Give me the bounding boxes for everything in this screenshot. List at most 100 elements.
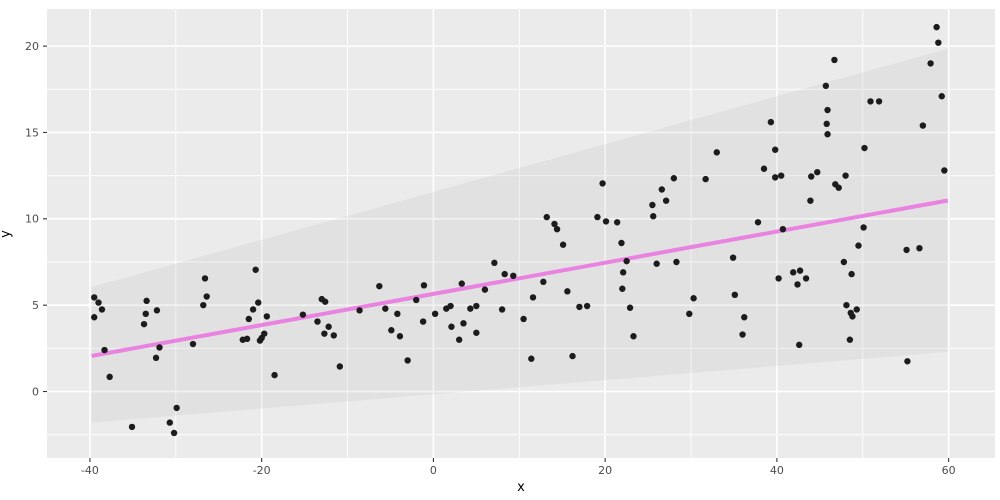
data-point bbox=[473, 302, 480, 310]
panel-background bbox=[47, 9, 995, 458]
data-point bbox=[771, 174, 779, 181]
data-point bbox=[404, 357, 411, 364]
data-point bbox=[91, 294, 98, 301]
data-point bbox=[861, 144, 868, 152]
data-point bbox=[249, 306, 257, 313]
x-tick-label: 0 bbox=[430, 464, 437, 477]
data-point bbox=[619, 285, 626, 292]
data-point bbox=[796, 341, 803, 349]
data-point bbox=[173, 404, 180, 412]
data-point bbox=[767, 118, 775, 126]
data-point bbox=[702, 175, 709, 183]
data-point bbox=[166, 419, 173, 426]
data-point bbox=[814, 168, 821, 176]
data-point bbox=[583, 302, 591, 310]
data-point bbox=[673, 258, 680, 266]
data-point bbox=[128, 423, 136, 431]
data-point bbox=[152, 354, 160, 362]
data-point bbox=[713, 149, 720, 156]
data-point bbox=[613, 219, 621, 226]
data-point bbox=[729, 254, 737, 261]
data-point bbox=[447, 302, 454, 310]
data-point bbox=[576, 303, 583, 311]
data-point bbox=[840, 258, 848, 266]
data-point bbox=[904, 358, 911, 365]
data-point bbox=[170, 429, 178, 437]
data-point bbox=[650, 213, 657, 220]
data-point bbox=[203, 293, 210, 300]
data-point bbox=[564, 288, 571, 295]
data-point bbox=[473, 329, 480, 336]
data-point bbox=[481, 286, 489, 293]
data-point bbox=[855, 242, 862, 249]
data-point bbox=[261, 330, 268, 337]
data-point bbox=[551, 220, 558, 228]
data-point bbox=[808, 173, 815, 180]
data-point bbox=[419, 318, 427, 325]
data-point bbox=[388, 327, 395, 334]
data-point bbox=[831, 56, 838, 64]
x-tick-label: -20 bbox=[253, 464, 271, 477]
data-point bbox=[802, 275, 810, 282]
data-point bbox=[501, 270, 508, 278]
data-point bbox=[510, 272, 517, 280]
x-tick-label: 40 bbox=[770, 464, 784, 477]
data-point bbox=[263, 313, 271, 320]
data-point bbox=[189, 340, 197, 348]
data-point bbox=[777, 172, 785, 179]
data-point bbox=[553, 225, 561, 233]
data-point bbox=[330, 332, 338, 339]
data-point bbox=[658, 186, 666, 193]
data-point bbox=[853, 306, 860, 313]
data-point bbox=[520, 315, 527, 323]
data-point bbox=[448, 323, 455, 330]
confidence-ribbon bbox=[91, 48, 948, 423]
data-point bbox=[594, 213, 601, 221]
data-point bbox=[382, 305, 389, 312]
data-point bbox=[602, 218, 610, 225]
data-point bbox=[243, 335, 251, 343]
data-point bbox=[271, 371, 278, 379]
data-point bbox=[653, 260, 660, 267]
data-point bbox=[245, 315, 252, 323]
data-point bbox=[299, 311, 307, 318]
data-point bbox=[376, 282, 383, 290]
data-point bbox=[933, 23, 940, 31]
data-point bbox=[528, 355, 535, 362]
data-point bbox=[322, 298, 329, 305]
y-tick-label: 5 bbox=[32, 299, 39, 312]
data-point bbox=[252, 266, 259, 273]
data-point bbox=[95, 299, 102, 306]
data-point bbox=[741, 314, 748, 321]
data-point bbox=[153, 307, 161, 314]
data-point bbox=[356, 307, 363, 314]
data-point bbox=[938, 93, 945, 100]
x-axis-title: x bbox=[517, 480, 525, 495]
data-point bbox=[460, 320, 467, 327]
x-tick-label: 20 bbox=[598, 464, 612, 477]
data-point bbox=[941, 167, 948, 174]
data-point bbox=[491, 259, 498, 267]
regression-line bbox=[91, 198, 949, 358]
data-point bbox=[903, 246, 910, 254]
data-point bbox=[626, 304, 634, 311]
data-point bbox=[458, 280, 465, 287]
data-point bbox=[394, 310, 401, 318]
x-tick-label: -40 bbox=[81, 464, 99, 477]
data-point bbox=[619, 269, 627, 276]
data-point bbox=[200, 301, 207, 309]
data-point bbox=[760, 165, 768, 172]
data-point bbox=[623, 257, 630, 265]
data-point bbox=[599, 180, 606, 187]
data-point bbox=[771, 146, 779, 153]
data-point bbox=[543, 213, 550, 221]
data-point bbox=[875, 98, 883, 105]
data-point bbox=[201, 275, 209, 282]
data-point bbox=[686, 310, 693, 318]
data-point bbox=[823, 120, 830, 128]
data-point bbox=[796, 267, 804, 274]
x-tick-label: 60 bbox=[942, 464, 956, 477]
data-point bbox=[790, 269, 797, 276]
data-point bbox=[431, 310, 439, 318]
data-point bbox=[739, 331, 746, 338]
